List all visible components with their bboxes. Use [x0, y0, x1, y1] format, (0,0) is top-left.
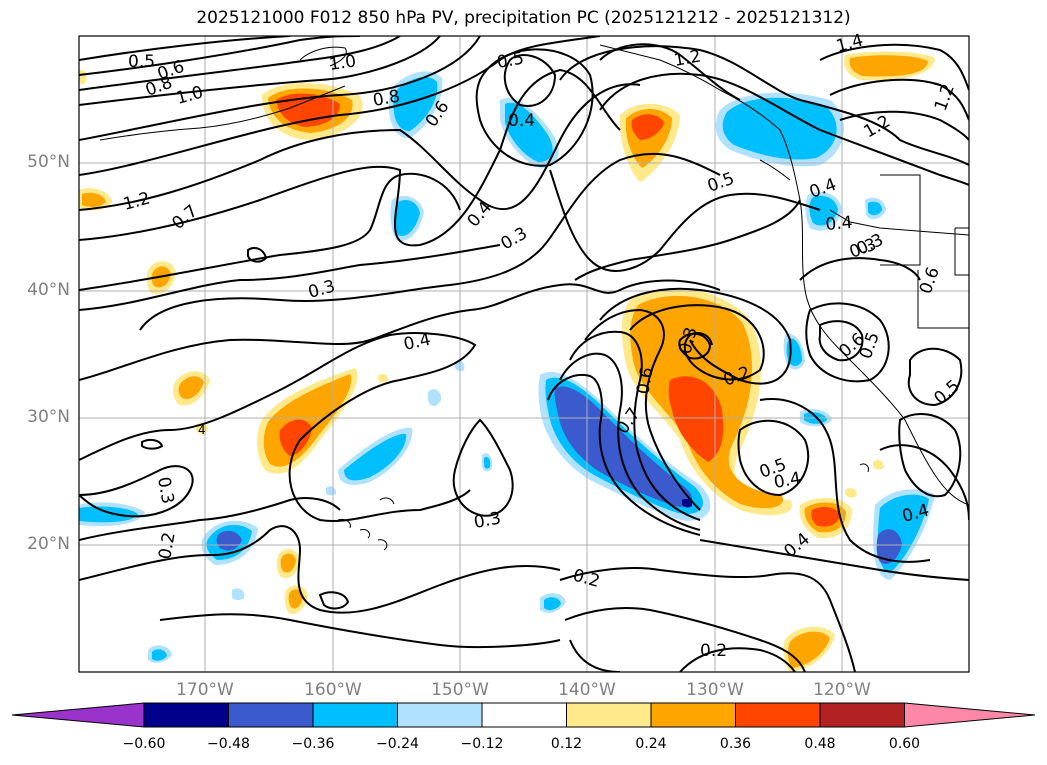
pc-negative-area	[326, 486, 337, 496]
colorbar-tick-label: −0.48	[207, 736, 250, 752]
pc-positive-area	[79, 69, 87, 85]
contour-label: 0.2	[571, 566, 602, 592]
contour-label: 0.4	[508, 111, 535, 131]
pc-negative-area	[505, 102, 553, 162]
pc-negative-area	[722, 97, 837, 160]
colorbar-extend-low	[11, 702, 145, 728]
pc-positive-area	[178, 376, 204, 400]
pc-positive-area	[631, 114, 664, 140]
lat-label: 20°N	[27, 534, 70, 554]
pc-negative-area	[868, 201, 882, 216]
colorbar-bin	[228, 702, 314, 728]
pc-negative-area	[79, 506, 138, 523]
colorbar-bin	[650, 702, 736, 728]
colorbar-tick-label: 0.36	[719, 736, 752, 752]
pc-negative-area	[394, 200, 420, 236]
lat-label: 50°N	[27, 152, 70, 172]
contour-label: 4	[198, 423, 206, 437]
colorbar-bin	[819, 702, 905, 728]
pc-positive-area	[378, 373, 388, 383]
contour-label: 0.3	[472, 509, 502, 533]
colorbar-tick-label: 0.12	[550, 736, 583, 752]
pc-positive-area	[845, 487, 857, 498]
contour-label: 0.3	[153, 475, 177, 505]
colorbar-tick-label: 0.60	[888, 736, 921, 752]
pc-negative-area	[428, 389, 442, 406]
colorbar-tick-label: −0.12	[460, 736, 504, 752]
pc-negative-area	[544, 597, 561, 611]
contour-label: 1.2	[672, 47, 702, 71]
pc-positive-area	[787, 631, 830, 668]
precip-shading	[79, 51, 935, 672]
contour-label: 1.0	[328, 51, 358, 75]
contour-label: 0.5	[128, 52, 155, 72]
contour-label: 0.5	[705, 169, 737, 197]
colorbar-bin	[566, 702, 652, 728]
pc-positive-area	[288, 589, 303, 609]
colorbar-tick-label: 0.48	[804, 736, 836, 752]
colorbar	[11, 702, 1036, 728]
contour-label: 0.7	[168, 201, 202, 234]
pc-positive-area	[279, 419, 312, 456]
lat-label: 40°N	[27, 280, 70, 300]
contour-label: 0.6	[916, 264, 944, 296]
contour-label: 1.0	[174, 83, 205, 109]
contour-label: 1.2	[861, 111, 894, 142]
lat-label: 30°N	[27, 407, 70, 427]
pc-negative-area	[232, 588, 245, 601]
contour-label: 0.8	[371, 87, 401, 111]
pc-negative-area	[809, 195, 838, 226]
contour-label: 0.4	[402, 330, 433, 355]
contour-label: 0.4	[464, 198, 497, 232]
colorbar-tick-label: −0.60	[122, 736, 166, 752]
colorbar-extend-high	[904, 702, 1036, 728]
colorbar-bin	[312, 702, 398, 728]
colorbar-tick-label: −0.36	[291, 736, 335, 752]
pc-positive-area	[811, 507, 840, 527]
pc-negative-area	[152, 649, 167, 661]
contour-label: 1.2	[931, 81, 959, 113]
colorbar-tick-label: −0.24	[376, 736, 419, 752]
pc-positive-area	[276, 93, 340, 127]
pc-positive-area	[280, 553, 296, 573]
lon-label: 140°W	[558, 680, 616, 700]
lon-label: 120°W	[813, 680, 871, 700]
contour-label: 1.2	[121, 189, 152, 215]
contour-label: 0.2	[700, 641, 727, 661]
pc-positive-area	[82, 192, 106, 207]
pv-contours	[79, 36, 969, 672]
figure-title: 2025121000 F012 850 hPa PV, precipitatio…	[196, 8, 851, 28]
colorbar-bin	[735, 702, 821, 728]
contour-label: 0.4	[772, 469, 802, 493]
contour-label: 0.6	[633, 366, 657, 396]
colorbar-bin	[143, 702, 229, 728]
pc-positive-area	[668, 376, 724, 462]
colorbar-bin	[397, 702, 483, 728]
pc-negative-area	[682, 498, 693, 508]
pc-negative-area	[876, 529, 902, 565]
pc-positive-area	[849, 55, 928, 77]
map-frame	[78, 35, 970, 673]
pc-negative-area	[554, 386, 693, 507]
contour-label: 0.2	[155, 531, 179, 561]
contour-label: 0.5	[495, 49, 525, 73]
map-gridlines	[79, 36, 969, 672]
lon-label: 160°W	[304, 680, 362, 700]
lon-label: 130°W	[686, 680, 744, 700]
lon-label: 170°W	[176, 680, 234, 700]
pc-negative-area	[393, 77, 438, 132]
pc-negative-area	[484, 457, 491, 469]
colorbar-tick-label: 0.24	[635, 736, 667, 752]
lon-label: 150°W	[431, 680, 489, 700]
coastlines	[99, 44, 969, 551]
colorbar-bin	[481, 702, 567, 728]
contour-label: 0.4	[825, 213, 854, 235]
pc-positive-area	[873, 459, 884, 470]
pc-negative-area	[344, 433, 407, 481]
contour-label: 0.4	[780, 529, 814, 562]
contour-label: 0.3	[498, 223, 531, 254]
